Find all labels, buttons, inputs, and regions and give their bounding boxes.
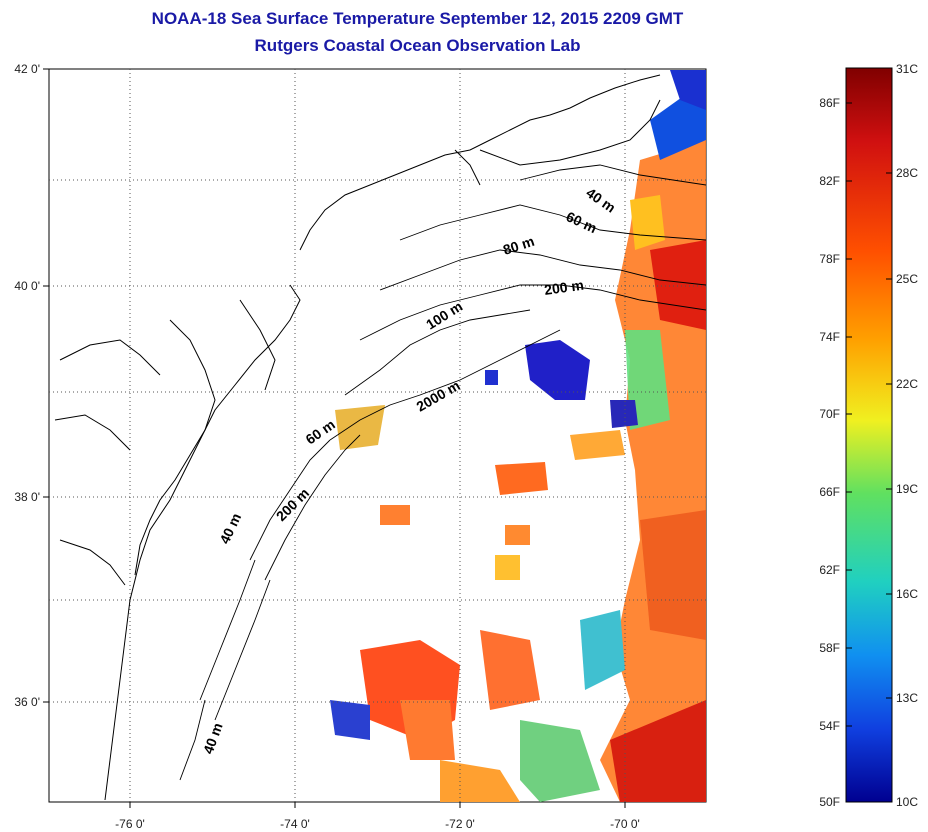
colorbar-c-label: 10C [896, 795, 918, 809]
colorbar-c-label: 25C [896, 272, 918, 286]
colorbar-f-label: 58F [819, 641, 840, 655]
colorbar-f-label: 70F [819, 407, 840, 421]
coastline [54, 74, 661, 801]
colorbar-f-label: 54F [819, 719, 840, 733]
colorbar-c-label: 13C [896, 691, 918, 705]
map-title: NOAA-18 Sea Surface Temperature Septembe… [151, 9, 684, 28]
lat-label: 36 0' [14, 695, 40, 709]
lon-label: -76 0' [115, 817, 145, 831]
lat-label: 38 0' [14, 490, 40, 504]
sst-patches [330, 70, 706, 802]
colorbar [845, 67, 893, 803]
colorbar-c-label: 19C [896, 482, 918, 496]
colorbar-c-label: 31C [896, 62, 918, 76]
colorbar-f-label: 66F [819, 485, 840, 499]
lat-label: 42 0' [14, 62, 40, 76]
lon-label: -72 0' [445, 817, 475, 831]
colorbar-c-label: 22C [896, 377, 918, 391]
colorbar-f-label: 78F [819, 252, 840, 266]
colorbar-f-label: 82F [819, 174, 840, 188]
colorbar-f-label: 74F [819, 330, 840, 344]
colorbar-f-label: 86F [819, 96, 840, 110]
bathymetry-contours [179, 164, 706, 781]
lon-label: -74 0' [280, 817, 310, 831]
lon-label: -70 0' [610, 817, 640, 831]
graticule [49, 69, 706, 802]
colorbar-c-label: 16C [896, 587, 918, 601]
lat-label: 40 0' [14, 279, 40, 293]
map-subtitle: Rutgers Coastal Ocean Observation Lab [254, 36, 581, 55]
colorbar-c-label: 28C [896, 166, 918, 180]
axis-ticks [43, 68, 626, 808]
colorbar-ticks [846, 102, 892, 727]
colorbar-f-label: 62F [819, 563, 840, 577]
contour-label: 200 m [543, 277, 585, 298]
colorbar-f-label: 50F [819, 795, 840, 809]
